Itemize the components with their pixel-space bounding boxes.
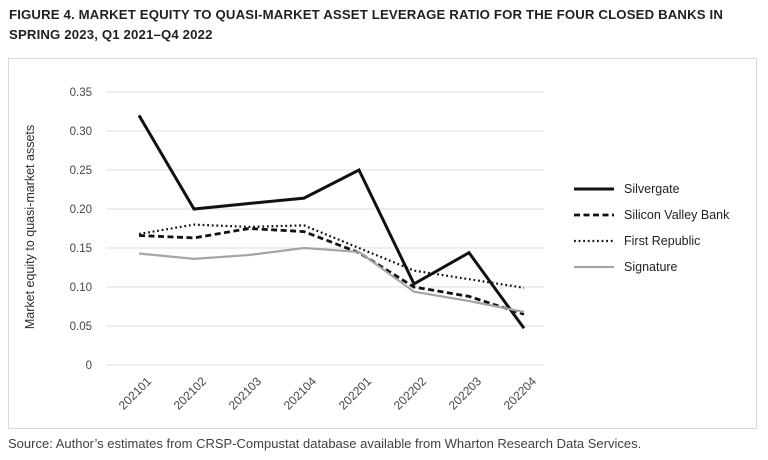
source-note: Source: Author’s estimates from CRSP-Com…: [8, 436, 642, 451]
x-tick-label: 202204: [501, 374, 539, 412]
legend-item-silvergate: Silvergate: [573, 176, 729, 202]
x-tick-label: 202103: [226, 374, 264, 412]
chart-panel: 0.35 0.30 0.25 0.20 0.15 0.10 0.05 0 202101 20210…: [8, 58, 757, 429]
x-tick-label: 202203: [446, 374, 484, 412]
signature-line-swatch: [574, 265, 614, 269]
first-republic-line-swatch: [574, 239, 614, 243]
legend-item-signature: Signature: [573, 254, 729, 280]
x-tick-label: 202102: [171, 374, 209, 412]
y-tick-label: 0.10: [70, 282, 92, 294]
y-axis-title: Market equity to quasi-market assets: [23, 124, 37, 330]
line-chart: 0.35 0.30 0.25 0.20 0.15 0.10 0.05 0 202101 20210…: [70, 87, 544, 412]
figure-title: FIGURE 4. MARKET EQUITY TO QUASI-MARKET …: [9, 5, 757, 46]
figure-title-line1: FIGURE 4. MARKET EQUITY TO QUASI-MARKET …: [9, 7, 724, 22]
series-line-silvergate: [137, 114, 526, 330]
x-tick-label: 202201: [336, 374, 374, 412]
legend-label: First Republic: [624, 234, 701, 248]
x-tick-label: 202202: [391, 374, 429, 412]
silvergate-line-swatch: [574, 187, 614, 191]
y-tick-label: 0.35: [70, 87, 92, 99]
legend-label: Silvergate: [624, 182, 680, 196]
legend-label: Signature: [624, 260, 678, 274]
legend: Silvergate Silicon Valley Bank First Rep…: [573, 176, 729, 280]
y-tick-label: 0.05: [70, 321, 92, 333]
y-tick-label: 0.15: [70, 243, 92, 255]
silicon-valley-bank-line-swatch: [574, 213, 614, 217]
figure-title-line2: SPRING 2023, Q1 2021–Q4 2022: [9, 27, 213, 43]
y-tick-label: 0.30: [70, 126, 92, 138]
y-tick-label: 0: [86, 360, 92, 372]
x-tick-label: 202101: [116, 374, 154, 412]
x-tick-label: 202104: [281, 374, 319, 412]
y-tick-label: 0.20: [70, 204, 92, 216]
legend-label: Silicon Valley Bank: [624, 208, 730, 222]
legend-item-first-republic: First Republic: [573, 228, 729, 254]
y-tick-label: 0.25: [70, 165, 92, 177]
legend-item-silicon-valley-bank: Silicon Valley Bank: [573, 202, 729, 228]
series-line-signature: [138, 246, 525, 314]
series-line-first-republic: [138, 223, 525, 289]
series-line-silicon-valley-bank: [138, 227, 525, 316]
